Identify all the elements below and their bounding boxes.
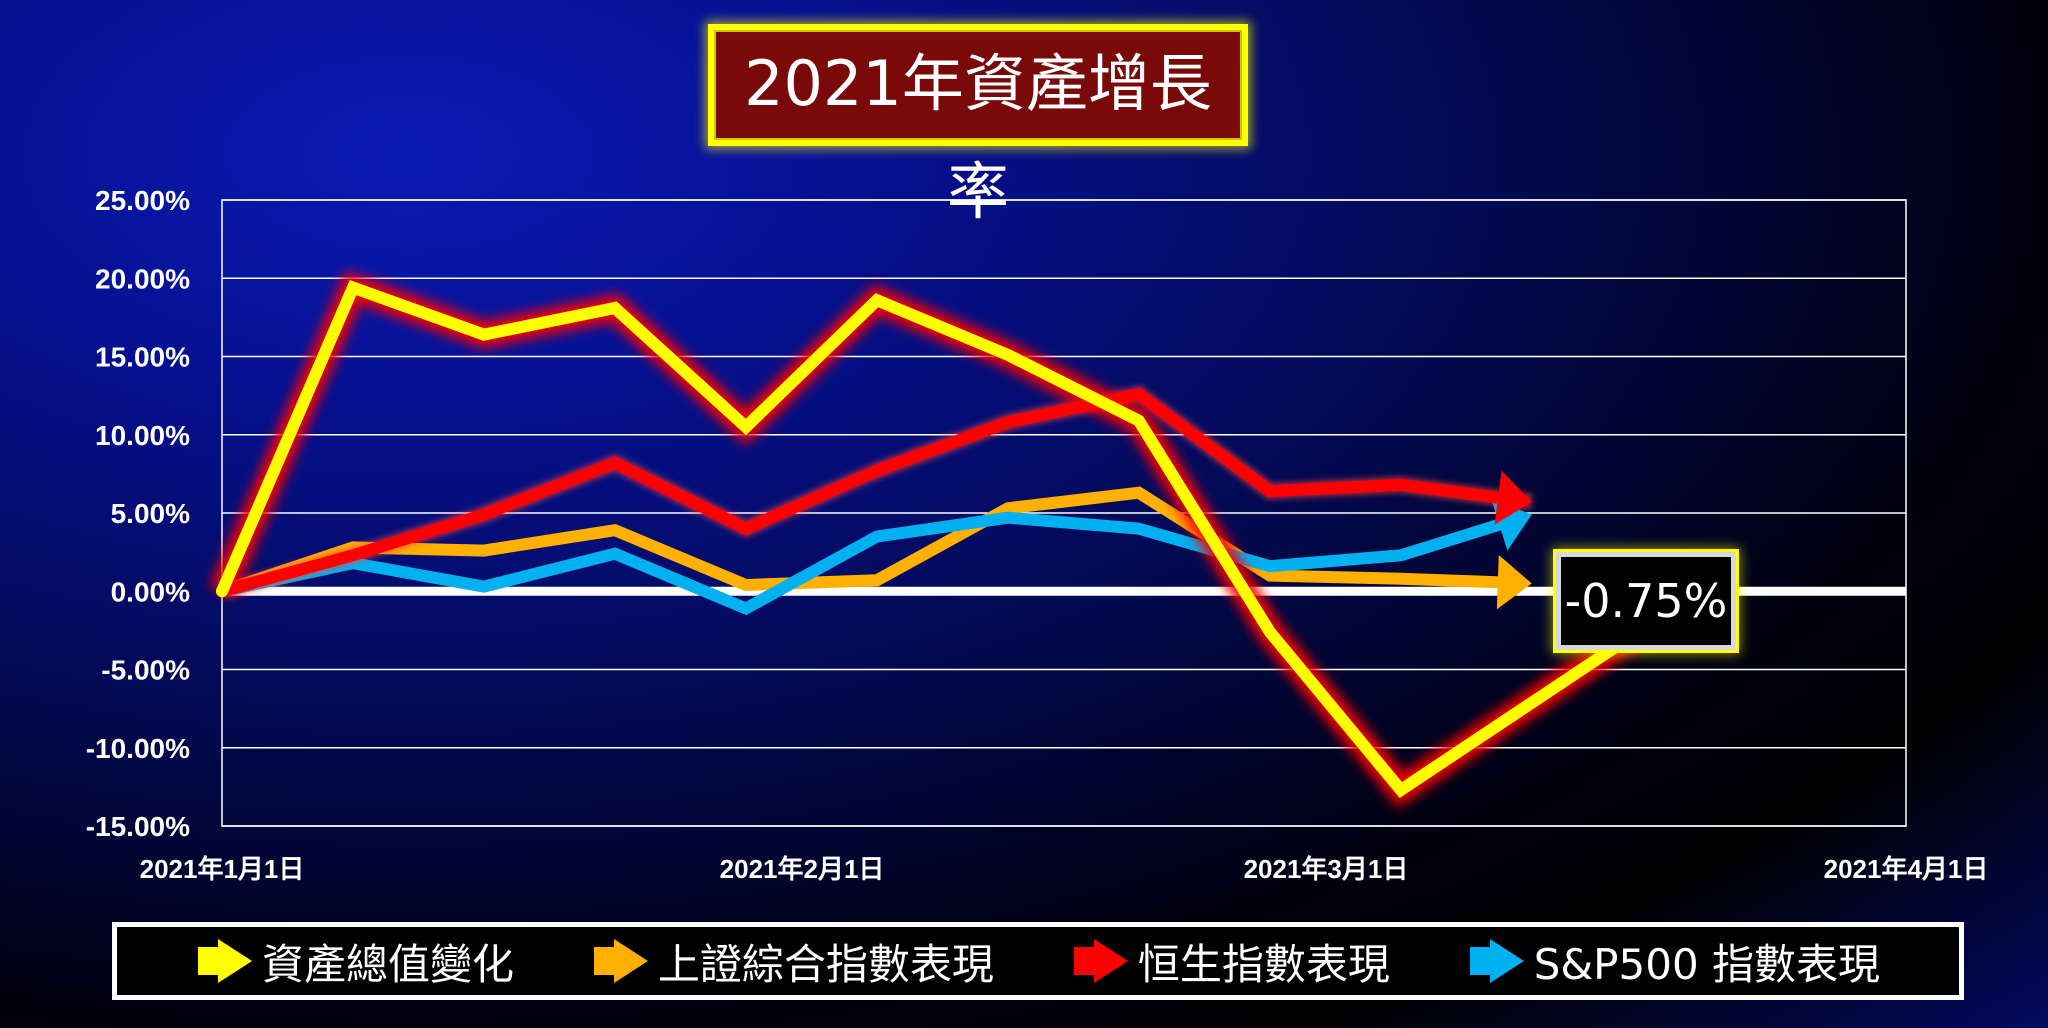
legend-item-shanghai: 上證綜合指數表現	[592, 931, 994, 992]
y-tick-label: 10.00%	[95, 420, 190, 451]
series-line	[216, 280, 1671, 798]
legend-arrow-shape	[197, 939, 252, 983]
yellow-arrow-icon	[197, 939, 252, 983]
series-line	[216, 387, 1518, 598]
y-tick-label: 20.00%	[95, 263, 190, 294]
legend-item-sp500: S&P500 指數表現	[1468, 931, 1880, 992]
y-tick-label: -10.00%	[86, 733, 190, 764]
end-value-label: -0.75%	[1553, 549, 1739, 653]
y-tick-label: 5.00%	[111, 498, 190, 529]
legend-label: 上證綜合指數表現	[657, 939, 994, 989]
x-tick-label: 2021年1月1日	[140, 854, 305, 884]
series-arrowhead	[1496, 555, 1532, 610]
y-tick-label: 15.00%	[95, 342, 190, 373]
orange-arrow-icon	[593, 939, 648, 983]
legend-arrow-shape	[593, 939, 648, 983]
legend-item-hangseng: 恒生指數表現	[1072, 931, 1390, 992]
y-tick-label: 25.00%	[95, 185, 190, 216]
legend-arrow-shape	[1073, 939, 1128, 983]
chart-title: 2021年資產增長率	[708, 24, 1248, 228]
legend-label: 資產總值變化	[261, 939, 514, 989]
legend-arrow-shape	[1469, 939, 1524, 983]
legend-item-assets: 資產總值變化	[196, 931, 514, 992]
chart-legend: 資產總值變化 上證綜合指數表現 恒生指數表現 S&P500 指數表現	[112, 922, 1964, 1000]
y-tick-label: -15.00%	[86, 811, 190, 842]
series-line	[216, 486, 1518, 598]
series-arrowhead	[1494, 470, 1532, 525]
x-tick-label: 2021年2月1日	[720, 854, 885, 884]
x-tick-label: 2021年4月1日	[1824, 854, 1989, 884]
legend-label: 恒生指數表現	[1137, 939, 1390, 989]
blue-arrow-icon	[1469, 939, 1524, 983]
legend-label: S&P500 指數表現	[1533, 939, 1881, 989]
y-tick-label: 0.00%	[111, 576, 190, 607]
x-tick-label: 2021年3月1日	[1244, 854, 1409, 884]
series-line	[216, 511, 1519, 616]
y-tick-label: -5.00%	[101, 655, 190, 686]
red-arrow-icon	[1073, 939, 1128, 983]
